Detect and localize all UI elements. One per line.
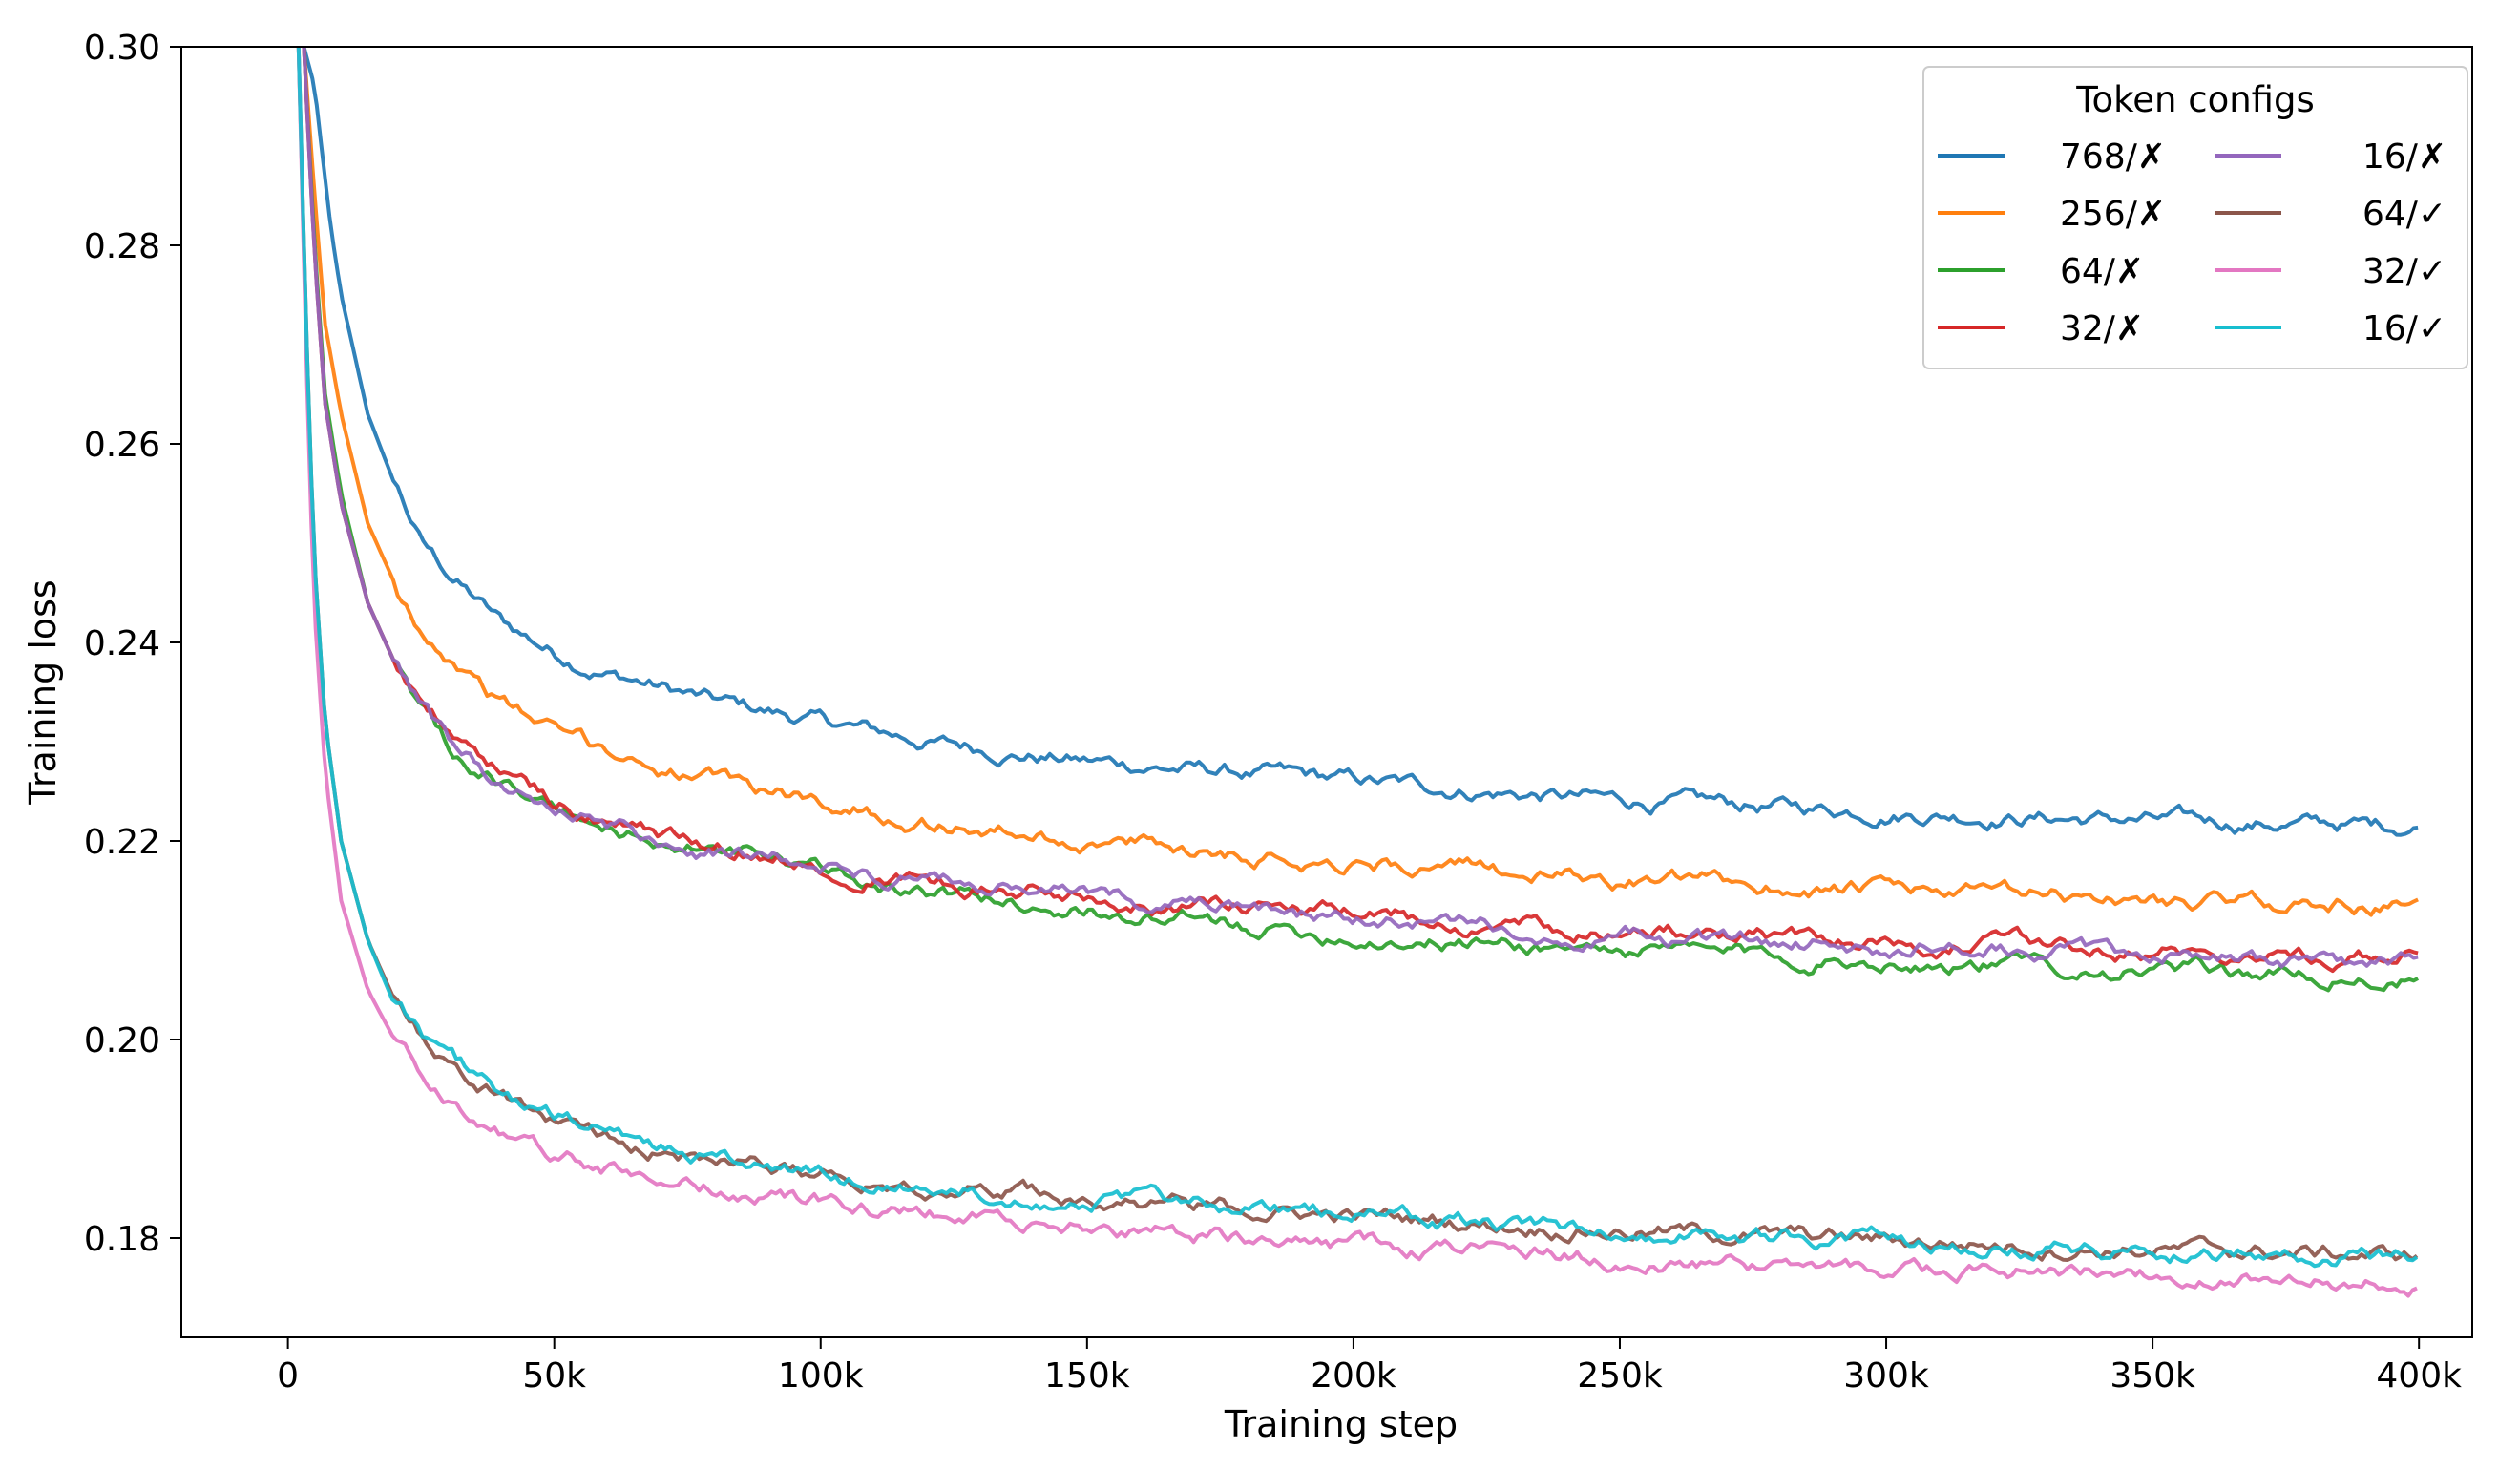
x-tick-label: 50k — [522, 1356, 586, 1396]
legend-title: Token configs — [2075, 79, 2315, 120]
legend-label: 256/✗ — [2060, 195, 2166, 234]
y-tick-label: 0.30 — [84, 29, 160, 68]
series-line — [296, 47, 2419, 1269]
y-tick-label: 0.24 — [84, 624, 160, 663]
series-line — [302, 47, 2419, 917]
legend: Token configs 768/✗ 256/✗ 64/✗ 32/✗ 16/✗ 64/✓… — [1922, 66, 2468, 369]
legend-label: 16/✗ — [2362, 137, 2446, 177]
legend-label: 16/✓ — [2362, 309, 2446, 348]
x-tick-label: 200k — [1311, 1356, 1396, 1396]
y-tick-label: 0.28 — [84, 227, 160, 266]
series-line — [296, 47, 2418, 1298]
x-tick-label: 150k — [1044, 1356, 1130, 1396]
plot-frame — [180, 46, 2473, 1338]
y-tick-label: 0.18 — [84, 1220, 160, 1259]
legend-label: 32/✗ — [2060, 309, 2144, 348]
y-tick-label: 0.22 — [84, 823, 160, 862]
legend-frame — [1922, 66, 2468, 369]
y-axis: 0.18 0.20 0.22 0.24 0.26 0.28 0.30 — [84, 29, 181, 1259]
series-line — [302, 47, 2419, 974]
x-tick-label: 0 — [277, 1356, 299, 1396]
legend-label: 64/✗ — [2060, 252, 2144, 291]
y-tick-label: 0.20 — [84, 1021, 160, 1060]
legend-label: 64/✓ — [2362, 195, 2446, 234]
x-tick-label: 300k — [1843, 1356, 1929, 1396]
y-tick-label: 0.26 — [84, 426, 160, 465]
x-tick-label: 400k — [2376, 1356, 2462, 1396]
x-tick-label: 350k — [2110, 1356, 2195, 1396]
x-tick-label: 100k — [778, 1356, 864, 1396]
x-tick-label: 250k — [1577, 1356, 1663, 1396]
legend-label: 32/✓ — [2362, 252, 2446, 291]
series-line — [302, 47, 2419, 837]
x-axis: 0 50k 100k 150k 200k 250k 300k 350k 400k — [277, 1337, 2462, 1396]
x-axis-label: Training step — [1224, 1403, 1458, 1445]
series-line — [302, 47, 2419, 969]
legend-label: 768/✗ — [2060, 137, 2166, 177]
y-axis-label: Training loss — [22, 579, 64, 805]
series-layer — [296, 47, 2420, 1298]
